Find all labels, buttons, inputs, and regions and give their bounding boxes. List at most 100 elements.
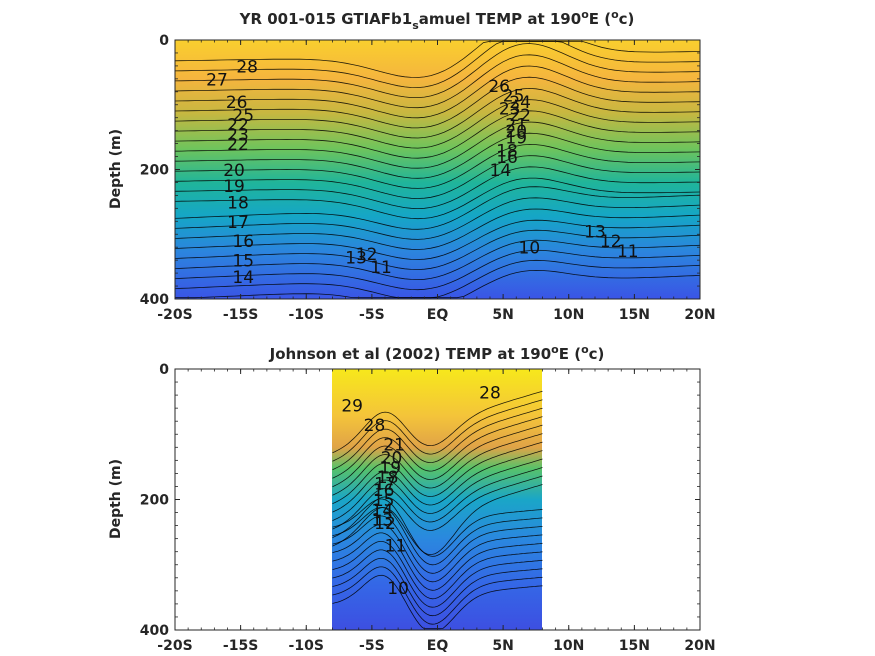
contour-line	[332, 467, 543, 530]
contour-label: 15	[232, 252, 254, 272]
contour-line	[174, 197, 701, 240]
contour-line	[332, 484, 543, 556]
contour-line	[332, 524, 543, 583]
contour-line	[174, 43, 701, 98]
x-tick-label: -15S	[223, 307, 258, 323]
contour-label: 24	[509, 93, 531, 113]
contour-label: 28	[236, 57, 258, 77]
x-tick-label: 15N	[619, 307, 650, 323]
panel-1-contour-labels: 2827262522232220191817161514131211262524…	[206, 57, 638, 287]
contour-label: 13	[584, 222, 606, 242]
contour-line	[174, 239, 701, 281]
contour-line	[174, 132, 701, 179]
panel-1: 2827262522232220191817161514131211262524…	[108, 8, 716, 323]
x-tick-label: 20N	[684, 307, 715, 323]
contour-label: 27	[206, 70, 228, 90]
contour-label: 25	[232, 106, 254, 126]
contour-label: 16	[496, 148, 518, 168]
contour-line	[332, 566, 543, 625]
contour-line	[332, 450, 543, 513]
panel-2-ylabel: Depth (m)	[108, 459, 124, 539]
x-tick-label: 15N	[619, 638, 650, 654]
contour-label: 13	[345, 248, 367, 268]
contour-line	[332, 390, 543, 454]
contour-label: 17	[374, 475, 396, 495]
contour-line	[332, 515, 543, 574]
contour-line	[332, 433, 543, 496]
contour-label: 26	[226, 93, 248, 113]
contour-label: 15	[373, 491, 395, 511]
contour-line	[174, 143, 701, 189]
y-tick-label: 200	[140, 493, 169, 509]
y-tick-label: 0	[159, 362, 169, 378]
contour-label: 22	[509, 106, 531, 126]
x-tick-label: EQ	[427, 638, 449, 654]
contour-label: 18	[227, 193, 249, 213]
contour-line	[174, 219, 701, 260]
contour-line	[332, 507, 543, 566]
contour-label: 20	[223, 161, 245, 181]
contour-line	[332, 416, 543, 479]
contour-label: 14	[490, 161, 512, 181]
contour-label: 12	[356, 245, 378, 265]
contour-label: 11	[370, 258, 392, 278]
contour-line	[332, 558, 543, 617]
contour-line	[174, 186, 701, 230]
contour-label: 28	[479, 383, 501, 403]
contour-line	[174, 177, 701, 220]
x-tick-label: EQ	[427, 307, 449, 323]
contour-label: 14	[372, 501, 394, 521]
contour-line	[332, 475, 543, 538]
x-tick-label: 5N	[492, 638, 513, 654]
contour-line	[174, 121, 701, 169]
contour-label: 16	[373, 481, 395, 501]
x-tick-label: -5S	[359, 638, 385, 654]
contour-label: 12	[374, 514, 396, 534]
panel-2-y-ticks: 0 200 400	[140, 362, 700, 639]
x-tick-label: -15S	[223, 638, 258, 654]
panel-1-y-ticks: 0 200 400	[140, 33, 700, 308]
panel-1-title: YR 001-015 GTIAFb1samuel TEMP at 190oE (…	[239, 8, 635, 32]
y-tick-label: 400	[140, 623, 169, 639]
contour-label: 13	[372, 511, 394, 531]
x-tick-label: -20S	[157, 638, 192, 654]
x-tick-label: 5N	[492, 307, 513, 323]
contour-label: 19	[379, 458, 401, 478]
contour-line	[332, 541, 543, 600]
contour-label: 14	[232, 268, 254, 288]
x-tick-label: 10N	[553, 307, 584, 323]
contour-line	[174, 87, 701, 139]
contour-line	[174, 110, 701, 159]
contour-line	[332, 458, 543, 521]
contour-label: 22	[227, 135, 249, 155]
panel-2-title: Johnson et al (2002) TEMP at 190oE (oc)	[269, 343, 605, 363]
contour-label: 25	[503, 87, 525, 107]
contour-label: 12	[600, 232, 622, 252]
x-tick-label: -20S	[157, 307, 192, 323]
contour-line	[174, 166, 701, 210]
contour-line	[174, 76, 701, 129]
contour-line	[174, 40, 701, 89]
contour-line	[332, 399, 543, 462]
x-tick-label: -10S	[289, 307, 324, 323]
contour-line	[174, 40, 701, 78]
contour-line	[174, 208, 701, 250]
contour-label: 28	[364, 416, 386, 436]
contour-label: 21	[383, 436, 405, 456]
panel-1-contour-lines	[174, 40, 701, 299]
contour-label: 23	[499, 99, 521, 119]
contour-label: 10	[519, 239, 541, 259]
contour-line	[332, 407, 543, 471]
contour-line	[174, 54, 701, 109]
contour-label: 23	[227, 125, 249, 145]
x-tick-label: -5S	[359, 307, 385, 323]
contour-label: 20	[505, 122, 527, 142]
contour-line	[174, 65, 701, 119]
contour-line	[174, 99, 701, 149]
contour-label: 16	[232, 232, 254, 252]
contour-label: 21	[505, 116, 527, 136]
contour-label: 20	[381, 449, 403, 469]
contour-line	[332, 549, 543, 608]
